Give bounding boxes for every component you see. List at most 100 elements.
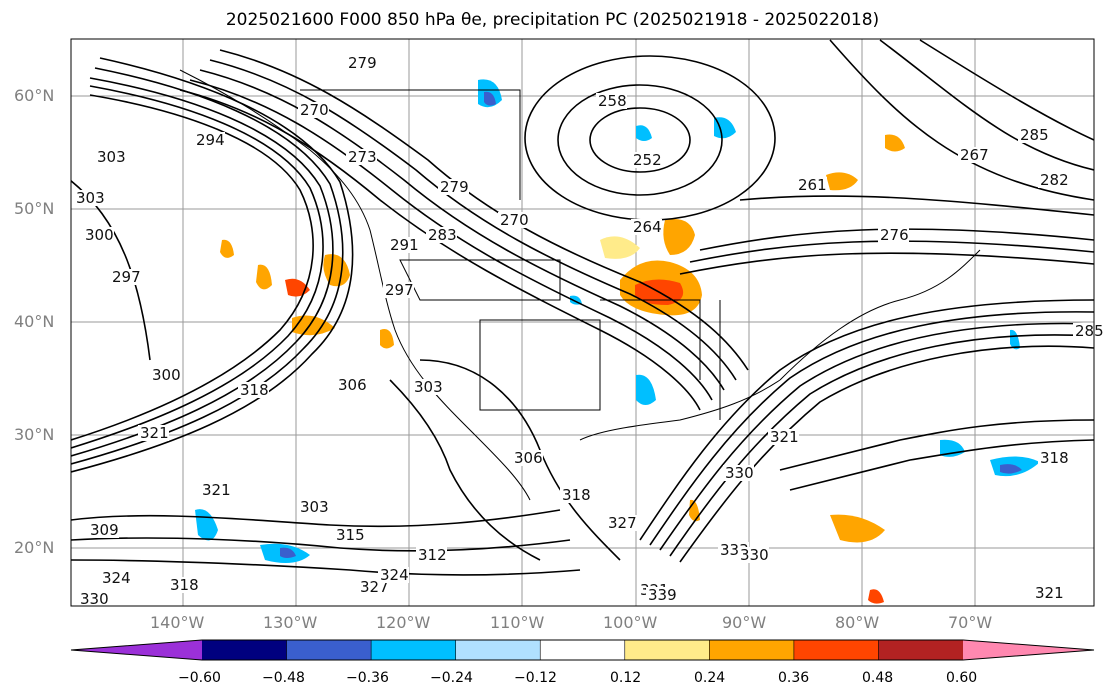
colorbar-tick: 0.60	[946, 670, 978, 686]
precip-shading	[195, 79, 1040, 604]
contour-label-bg	[438, 179, 469, 195]
contour-label: 306	[514, 449, 543, 467]
contour-label: 303	[300, 498, 329, 516]
contour-label-bg	[88, 522, 119, 538]
contour-label-bg	[238, 382, 269, 398]
contour-label: 297	[385, 281, 414, 299]
lat-label-60n: 60°N	[14, 86, 55, 105]
contour-label-bg	[1033, 585, 1064, 601]
contour-label-bg	[298, 102, 329, 118]
colorbar-tick: 0.12	[610, 670, 642, 686]
lon-label-110w: 110°W	[490, 613, 545, 632]
contour-label-bg	[631, 219, 662, 235]
contour-label: 303	[414, 378, 443, 396]
contour-label: 324	[102, 569, 131, 587]
contour-label: 276	[880, 226, 909, 244]
contour-label: 258	[598, 92, 627, 110]
contour-label-bg	[138, 425, 169, 441]
contour-label-bg	[512, 450, 543, 466]
contour-label-bg	[200, 482, 231, 498]
contour-label: 279	[440, 178, 469, 196]
contour-label-bg	[194, 132, 225, 148]
contour-label: 318	[562, 486, 591, 504]
contour-label: 279	[348, 54, 377, 72]
contour-label: 303	[97, 148, 126, 166]
contour-label: 270	[300, 101, 329, 119]
lon-label-80w: 80°W	[835, 613, 880, 632]
contour-label-bg	[95, 149, 126, 165]
contour-label-bg	[958, 147, 989, 163]
contour-label-bg	[768, 429, 799, 445]
contour-label-bg	[596, 93, 627, 109]
contour-label: 321	[202, 481, 231, 499]
colorbar-segment	[455, 640, 541, 660]
contour-label-bg	[796, 177, 827, 193]
colorbar-segment	[540, 640, 626, 660]
contour-label-bg	[83, 227, 114, 243]
colorbar-tick: 0.24	[694, 670, 726, 686]
lon-label-140w: 140°W	[150, 613, 205, 632]
contour-label: 273	[348, 148, 377, 166]
lon-label-70w: 70°W	[948, 613, 993, 632]
colorbar-tick: 0.36	[778, 670, 810, 686]
contour-label-bg	[346, 149, 377, 165]
contour-label-bg	[738, 547, 769, 563]
contour-label-bg	[646, 587, 677, 603]
colorbar-tick: −0.24	[430, 670, 473, 686]
colorbar	[70, 639, 1095, 661]
contour-label-bg	[631, 152, 662, 168]
colorbar-tick: 0.48	[862, 670, 894, 686]
contour-label-bg	[1073, 323, 1104, 339]
contour-label: 306	[338, 376, 367, 394]
contour-label-bg	[150, 367, 181, 383]
contour-label-bg	[412, 379, 443, 395]
contour-label: 264	[633, 218, 662, 236]
contour-label-bg	[560, 487, 591, 503]
contour-label: 330	[725, 464, 754, 482]
contour-label-bg	[1038, 450, 1069, 466]
colorbar-segment	[878, 640, 964, 660]
colorbar-tick: −0.12	[514, 670, 557, 686]
contour-label: 300	[152, 366, 181, 384]
colorbar-extend-high	[963, 640, 1094, 660]
contour-label: 303	[76, 189, 105, 207]
contour-label: 300	[85, 226, 114, 244]
lat-label-40n: 40°N	[14, 312, 55, 331]
colorbar-segment	[709, 640, 795, 660]
contour-label: 252	[633, 151, 662, 169]
colorbar-segment	[793, 640, 879, 660]
contour-label-bg	[498, 212, 529, 228]
contour-label-bg	[388, 237, 419, 253]
colorbar-segment	[202, 640, 288, 660]
contour-label: 261	[798, 176, 827, 194]
contour-label: 283	[428, 226, 457, 244]
contour-label-bg	[1038, 172, 1069, 188]
map-title: 2025021600 F000 850 hPa θe, precipitatio…	[225, 10, 880, 30]
colorbar-outline	[70, 639, 1095, 661]
contour-label: 324	[380, 566, 409, 584]
coastlines	[179, 69, 981, 501]
contour-label-bg	[78, 591, 109, 607]
contour-label: 327	[608, 514, 637, 532]
contour-label: 297	[112, 268, 141, 286]
contour-label-bg	[606, 515, 637, 531]
colorbar-tick: −0.48	[262, 670, 305, 686]
contour-label: 330	[740, 546, 769, 564]
lon-label-130w: 130°W	[263, 613, 318, 632]
contour-label: 312	[418, 546, 447, 564]
contour-label: 318	[240, 381, 269, 399]
contour-label: 285	[1020, 126, 1049, 144]
lon-label-100w: 100°W	[603, 613, 658, 632]
contour-label: 321	[140, 424, 169, 442]
lat-label-20n: 20°N	[14, 538, 55, 557]
colorbar-segment	[371, 640, 457, 660]
colorbar-segment	[286, 640, 372, 660]
lat-label-50n: 50°N	[14, 199, 55, 218]
contour-label: 291	[390, 236, 419, 254]
contour-label: 309	[90, 521, 119, 539]
contour-label: 267	[960, 146, 989, 164]
contour-label-bg	[723, 465, 754, 481]
contour-label: 321	[1035, 584, 1064, 602]
colorbar-tick: −0.60	[178, 670, 221, 686]
